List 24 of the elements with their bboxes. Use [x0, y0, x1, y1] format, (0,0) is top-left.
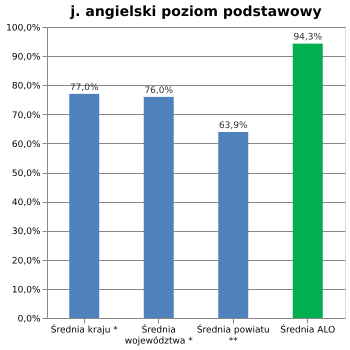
- y-tick-label: 30,0%: [12, 227, 41, 238]
- x-tick-label: Średnia powiatu **: [196, 324, 270, 346]
- x-tick-label: Średnia ALO: [280, 324, 336, 336]
- y-tick-label: 0,0%: [18, 314, 41, 324]
- data-label: 94,3%: [293, 32, 322, 43]
- data-label: 76,0%: [144, 86, 174, 96]
- data-label: 63,9%: [218, 121, 248, 132]
- chart-title: j. angielski poziom podstawowy: [69, 4, 322, 20]
- y-tick-label: 80,0%: [12, 82, 41, 92]
- x-tick-label: Średnia województwa *: [124, 324, 194, 346]
- y-tick-label: 40,0%: [12, 198, 41, 208]
- y-tick-label: 100,0%: [6, 24, 41, 34]
- bar: [292, 44, 323, 318]
- bar: [218, 132, 248, 318]
- y-tick-label: 60,0%: [12, 140, 41, 150]
- y-tick-label: 90,0%: [12, 52, 41, 63]
- y-tick-label: 50,0%: [12, 169, 41, 179]
- bar: [144, 96, 174, 318]
- y-tick-label: 10,0%: [12, 285, 41, 296]
- y-tick-label: 20,0%: [12, 256, 41, 266]
- x-tick-label: Średnia kraju *: [50, 324, 118, 336]
- bar: [69, 94, 100, 318]
- y-tick-label: 70,0%: [12, 110, 41, 121]
- data-label: 77,0%: [70, 82, 99, 93]
